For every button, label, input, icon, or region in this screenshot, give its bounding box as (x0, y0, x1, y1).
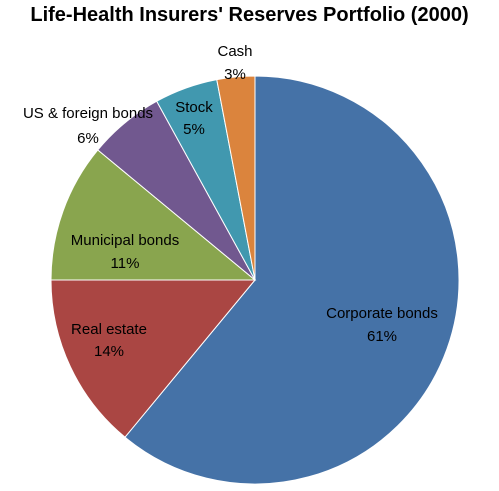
pie-slice-cash (216, 75, 256, 281)
slice-label-cash: Cash (217, 43, 252, 60)
slice-label-real-estate: Real estate (71, 321, 147, 338)
pie-slice-real-estate (50, 279, 257, 438)
pie-slice-corporate-bonds (124, 75, 460, 485)
slice-value-real-estate: 14% (94, 343, 124, 360)
slice-label-stock: Stock (175, 99, 213, 116)
slice-value-stock: 5% (183, 121, 205, 138)
slice-label-us-foreign-bonds: US & foreign bonds (23, 105, 153, 122)
slice-value-corporate-bonds: 61% (367, 328, 397, 345)
chart-title: Life-Health Insurers' Reserves Portfolio… (30, 4, 469, 26)
slice-value-municipal-bonds: 11% (111, 255, 140, 272)
slice-label-corporate-bonds: Corporate bonds (326, 305, 438, 322)
slice-value-us-foreign-bonds: 6% (77, 130, 99, 147)
slice-label-municipal-bonds: Municipal bonds (71, 232, 179, 249)
slice-value-cash: 3% (224, 66, 246, 83)
pie-slice-municipal-bonds (50, 149, 257, 281)
